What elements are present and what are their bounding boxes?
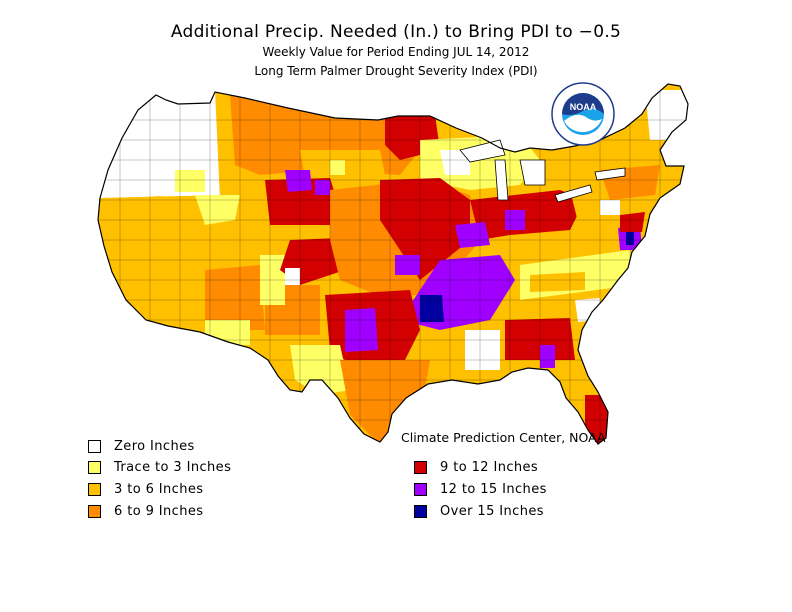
region-fill-zero-pennsylvania xyxy=(600,200,620,215)
region-fill-red-maryland xyxy=(620,212,645,232)
map-title: Additional Precip. Needed (In.) to Bring… xyxy=(170,22,622,42)
region-fill-purple-wyoming xyxy=(285,170,312,192)
region-fill-purple-kansas xyxy=(395,255,420,275)
noaa-logo-text: NOAA xyxy=(570,102,597,112)
map-subtitle-index: Long Term Palmer Drought Severity Index … xyxy=(254,64,538,78)
legend-swatch-6-to-9 xyxy=(88,504,101,518)
legend-swatch-zero xyxy=(88,439,101,453)
legend-label-3-to-6: 3 to 6 Inches xyxy=(114,481,204,497)
legend-label-6-to-9: 6 to 9 Inches xyxy=(114,503,204,519)
legend-item-trace: Trace to 3 Inches xyxy=(88,459,231,475)
legend-item-12-to-15: 12 to 15 Inches xyxy=(414,481,547,497)
region-fill-west-texas xyxy=(290,345,350,395)
region-fill-zero-wisconsin xyxy=(440,150,470,175)
region-fill-trace-3 xyxy=(175,170,205,192)
legend-swatch-trace xyxy=(88,460,101,474)
region-fill-zero-carolina xyxy=(575,298,600,322)
legend-item-zero: Zero Inches xyxy=(88,438,195,454)
legend-swatch-over-15 xyxy=(414,504,427,518)
region-fill-trace-2 xyxy=(195,195,240,225)
lake-superior xyxy=(459,139,506,163)
legend-item-3-to-6: 3 to 6 Inches xyxy=(88,481,203,497)
legend-item-6-to-9: 6 to 9 Inches xyxy=(88,503,203,519)
region-fill-purple-illinois xyxy=(455,222,490,248)
legend-label-over-15: Over 15 Inches xyxy=(440,503,544,519)
region-fill-ohio-valley xyxy=(470,190,585,240)
drought-region-fills xyxy=(98,84,688,444)
legend-label-9-to-12: 9 to 12 Inches xyxy=(440,459,539,475)
region-fill-zero-coast xyxy=(595,310,610,330)
region-fill-zero-mississippi xyxy=(465,330,500,370)
region-fill-arizona xyxy=(205,265,265,330)
lake-erie xyxy=(554,184,593,203)
lake-michigan xyxy=(494,159,509,201)
lake-ontario xyxy=(594,167,626,181)
region-fill-purple-georgia xyxy=(540,345,555,368)
noaa-logo: NOAA xyxy=(551,82,615,146)
region-fill-zero-colorado xyxy=(285,268,300,285)
region-fill-trace-1 xyxy=(330,160,345,175)
legend-item-9-to-12: 9 to 12 Inches xyxy=(414,459,538,475)
region-fill-purple-oklahoma xyxy=(345,308,378,352)
legend-item-over-15: Over 15 Inches xyxy=(414,503,544,519)
credit-text: Climate Prediction Center, NOAA xyxy=(401,430,606,445)
legend-label-zero: Zero Inches xyxy=(114,438,195,454)
region-fill-tennessee xyxy=(530,272,585,292)
county-division-lines xyxy=(98,84,688,444)
legend-label-12-to-15: 12 to 15 Inches xyxy=(440,481,547,497)
region-fill-west xyxy=(98,195,245,330)
legend-swatch-12-to-15 xyxy=(414,482,427,496)
map-subtitle-period: Weekly Value for Period Ending JUL 14, 2… xyxy=(262,45,530,59)
lake-huron xyxy=(519,159,546,186)
region-fill-over-15 xyxy=(420,295,444,322)
legend-swatch-9-to-12 xyxy=(414,460,427,474)
legend-swatch-3-to-6 xyxy=(88,482,101,496)
region-fill-corn-belt xyxy=(380,178,470,280)
legend-label-trace: Trace to 3 Inches xyxy=(114,459,232,475)
region-fill-purple-wyoming-2 xyxy=(315,180,330,195)
